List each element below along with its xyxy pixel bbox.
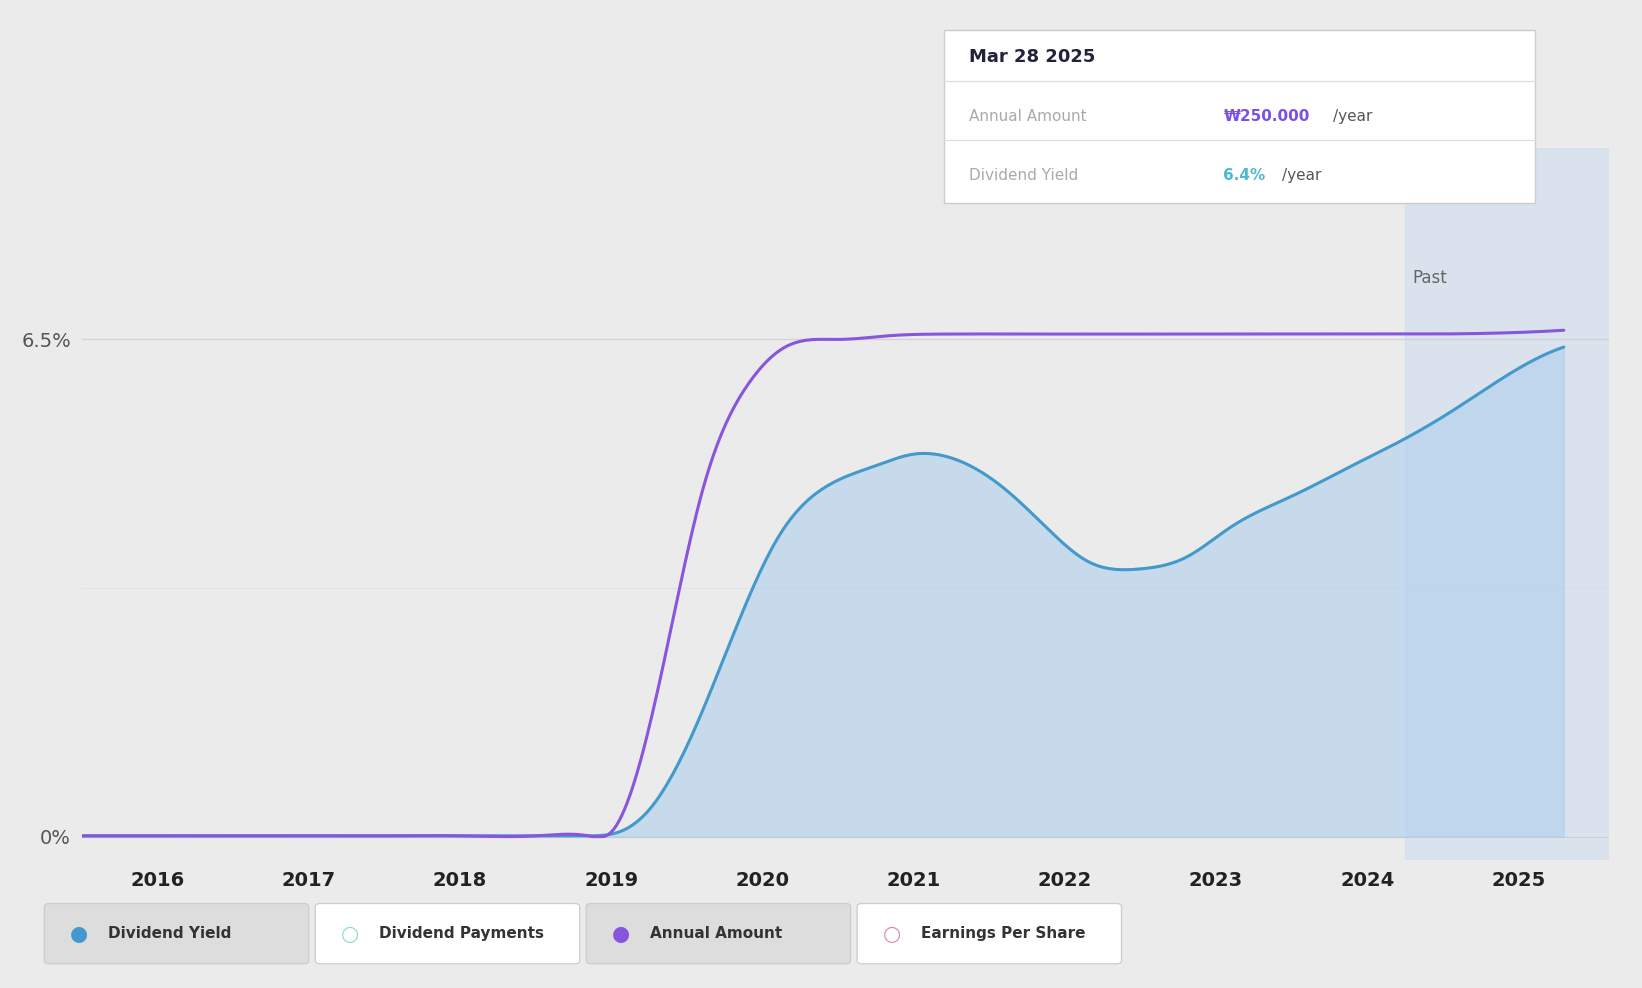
Text: ○: ○ <box>340 924 360 944</box>
Text: 6.4%: 6.4% <box>1223 168 1266 184</box>
Text: ●: ● <box>69 924 89 944</box>
Text: ○: ○ <box>882 924 901 944</box>
Text: Dividend Yield: Dividend Yield <box>108 926 232 942</box>
Text: ●: ● <box>611 924 631 944</box>
Text: Annual Amount: Annual Amount <box>650 926 783 942</box>
Text: Dividend Yield: Dividend Yield <box>969 168 1079 184</box>
Text: Annual Amount: Annual Amount <box>969 109 1087 124</box>
Text: Earnings Per Share: Earnings Per Share <box>921 926 1085 942</box>
Bar <box>1406 148 1609 860</box>
Text: Past: Past <box>1412 270 1447 288</box>
Text: /year: /year <box>1282 168 1322 184</box>
Text: Dividend Payments: Dividend Payments <box>379 926 544 942</box>
Text: Mar 28 2025: Mar 28 2025 <box>969 48 1095 66</box>
Text: ₩250.000: ₩250.000 <box>1223 109 1310 124</box>
Text: /year: /year <box>1333 109 1373 124</box>
